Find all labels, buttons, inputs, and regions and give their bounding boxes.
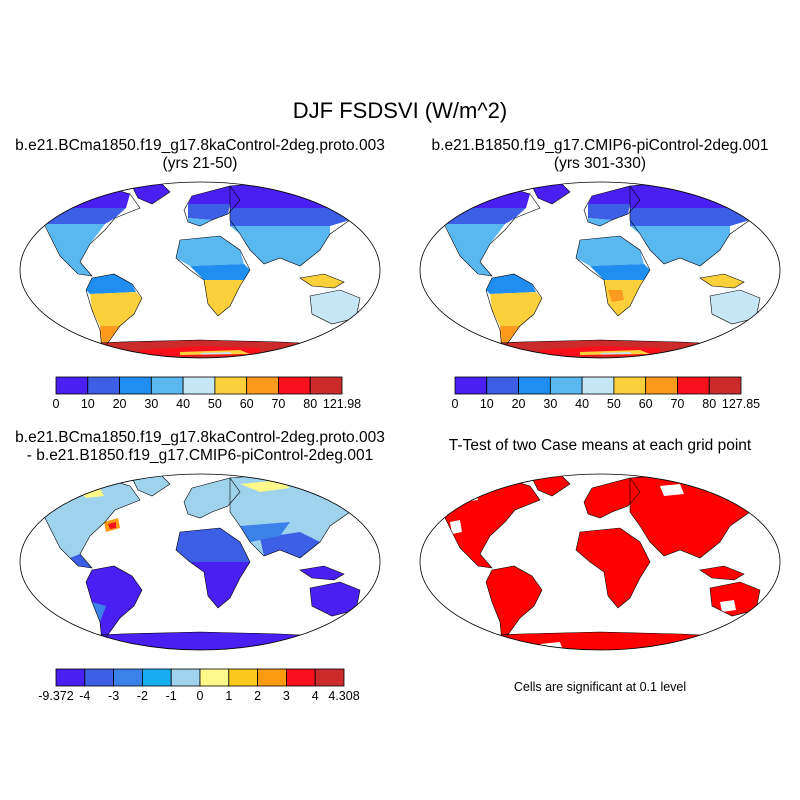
panel2-colorbar-swatch (454, 376, 488, 395)
panel2-colorbar-tick-label: 70 (670, 397, 684, 411)
panel1-colorbar-swatch (150, 376, 184, 395)
panel3-colorbar-tick-label: 4.308 (328, 689, 359, 703)
panel3-colorbar-tick-label: -9.372 (38, 689, 73, 703)
panel2-colorbar-tick-label: 60 (639, 397, 653, 411)
panel3-colorbar-tick-label: -1 (166, 689, 177, 703)
panel2-colorbar-tick-label: 20 (512, 397, 526, 411)
panel1-title-line1: b.e21.BCma1850.f19_g17.8kaControl-2deg.p… (15, 137, 385, 154)
panel3-title-line1: b.e21.BCma1850.f19_g17.8kaControl-2deg.p… (15, 429, 385, 446)
panel1-colorbar-tick-label: 60 (240, 397, 254, 411)
panel2-colorbar: 0 10 20 30 40 50 60 70 80 127.85 (452, 376, 760, 411)
panel2-title-line1: b.e21.B1850.f19_g17.CMIP6-piControl-2deg… (431, 137, 769, 154)
panel2-colorbar-swatch (613, 376, 647, 395)
panel3-map (19, 473, 381, 651)
significance-note: Cells are significant at 0.1 level (513, 680, 687, 694)
panel3-colorbar-tick-label: -3 (108, 689, 119, 703)
panel3-title-line2: - b.e21.B1850.f19_g17.CMIP6-piControl-2d… (26, 447, 374, 464)
panel1-colorbar-tick-label: 121.98 (323, 397, 361, 411)
panel3-colorbar-swatch (84, 668, 115, 687)
panel2-title-line2: (yrs 301-330) (553, 155, 647, 172)
australia-fill (310, 290, 360, 324)
panel1-colorbar-tick-label: 20 (113, 397, 127, 411)
panel1-colorbar-swatch (278, 376, 311, 395)
panel3-colorbar-tick-label: -4 (79, 689, 90, 703)
panel2-colorbar-tick-label: 40 (575, 397, 589, 411)
panel3-colorbar-swatch (228, 668, 259, 687)
panel2-colorbar-swatch (708, 376, 742, 395)
panel3-title: b.e21.BCma1850.f19_g17.8kaControl-2deg.p… (0, 429, 400, 465)
panel3-colorbar-tick-label: 1 (225, 689, 232, 703)
panel3-colorbar-tick-label: 0 (197, 689, 204, 703)
panel2-colorbar-swatch (518, 376, 551, 395)
panel1-colorbar-tick-label: 80 (303, 397, 317, 411)
panel2-colorbar-tick-label: 0 (452, 397, 459, 411)
panel1-title: b.e21.BCma1850.f19_g17.8kaControl-2deg.p… (0, 137, 400, 173)
panel4-map (419, 473, 781, 651)
panel3-colorbar-swatch (314, 668, 345, 687)
panel1-colorbar-swatch (182, 376, 216, 395)
panel1-colorbar-tick-label: 10 (81, 397, 95, 411)
panel3-colorbar-tick-label: -2 (137, 689, 148, 703)
panel2-title: b.e21.B1850.f19_g17.CMIP6-piControl-2deg… (400, 137, 800, 173)
panel2-colorbar-tick-label: 10 (480, 397, 494, 411)
panel3-colorbar-swatch (170, 668, 201, 687)
tropics-band (86, 264, 250, 294)
panel2-map (419, 181, 781, 359)
panel1-colorbar-tick-label: 50 (208, 397, 222, 411)
panel3-colorbar-swatch (113, 668, 143, 687)
panel1-colorbar-swatch (246, 376, 279, 395)
panel3-colorbar-swatch (55, 668, 86, 687)
panel2-colorbar-tick-label: 50 (607, 397, 621, 411)
figure-title: DJF FSDSVI (W/m^2) (292, 98, 508, 123)
panel1-colorbar-tick-label: 70 (271, 397, 285, 411)
panel1-colorbar-tick-label: 30 (144, 397, 158, 411)
panel3-colorbar: -9.372 -4 -3 -2 -1 0 1 2 3 4 4.308 (38, 668, 360, 703)
panel1-title-line2: (yrs 21-50) (162, 155, 238, 172)
panel1-map (19, 181, 381, 359)
southern-continents (90, 274, 344, 326)
panel2-colorbar-swatch (549, 376, 583, 395)
panel1-colorbar-swatch (87, 376, 120, 395)
panel3-colorbar-swatch (285, 668, 316, 687)
subtropics-band (45, 218, 330, 276)
panel3-colorbar-tick-label: 2 (254, 689, 261, 703)
panel2-colorbar-swatch (645, 376, 678, 395)
panel2-colorbar-swatch (581, 376, 615, 395)
panel1-colorbar-tick-label: 40 (176, 397, 190, 411)
panel4-title-line1: T-Test of two Case means at each grid po… (448, 437, 752, 454)
panel1-colorbar-swatch (309, 376, 343, 395)
panel1-colorbar-swatch (55, 376, 89, 395)
panel2-colorbar-swatch (486, 376, 519, 395)
panel3-colorbar-swatch (257, 668, 287, 687)
panel2-colorbar-swatch (677, 376, 710, 395)
panel4-title: T-Test of two Case means at each grid po… (400, 437, 800, 455)
panel1-colorbar: 0 10 20 30 40 50 60 70 80 121.98 (53, 376, 361, 411)
panel2-colorbar-tick-label: 80 (702, 397, 716, 411)
panel1-colorbar-swatch (214, 376, 248, 395)
panel2-colorbar-tick-label: 30 (543, 397, 557, 411)
panel1-colorbar-swatch (119, 376, 152, 395)
panel3-colorbar-tick-label: 4 (312, 689, 319, 703)
panel3-colorbar-swatch (141, 668, 172, 687)
panel2-colorbar-tick-label: 127.85 (722, 397, 760, 411)
panel1-colorbar-tick-label: 0 (53, 397, 60, 411)
panel3-colorbar-tick-label: 3 (283, 689, 290, 703)
panel3-colorbar-swatch (199, 668, 230, 687)
antarctica-fill (30, 340, 370, 358)
